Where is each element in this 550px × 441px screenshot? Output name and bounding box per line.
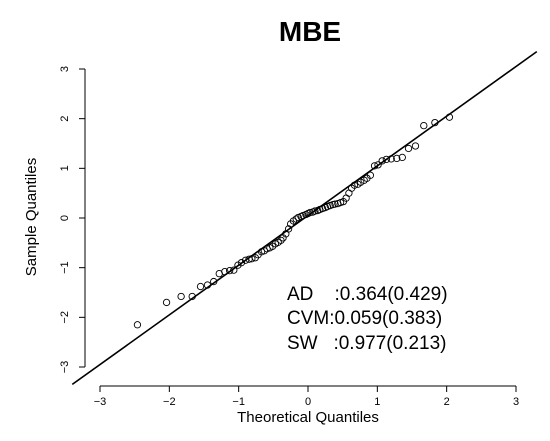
data-point — [331, 200, 339, 208]
stat-cvm: CVM:0.059(0.383) — [287, 308, 442, 329]
y-tick-label: 2 — [59, 116, 71, 122]
reference-line — [71, 50, 538, 386]
data-point — [382, 155, 390, 164]
data-point — [378, 157, 386, 165]
data-point — [306, 208, 314, 217]
data-point — [374, 161, 382, 169]
x-tick-label: −1 — [232, 396, 245, 408]
data-point — [237, 259, 246, 267]
x-tick-label: −2 — [163, 396, 176, 408]
data-point — [277, 236, 285, 245]
x-axis-ticks: −3 −2 −1 0 1 2 3 — [94, 386, 519, 408]
data-point — [387, 155, 395, 163]
data-point — [210, 277, 218, 286]
x-axis-label: Theoretical Quantiles — [237, 409, 379, 426]
data-point — [431, 118, 439, 127]
data-point — [248, 255, 256, 263]
y-tick-label: −2 — [59, 311, 71, 324]
y-tick-label: −3 — [59, 361, 71, 374]
data-point — [357, 178, 365, 186]
data-point — [196, 282, 205, 291]
data-point — [393, 154, 401, 163]
data-point — [133, 321, 142, 329]
sample-points — [133, 113, 454, 329]
data-point — [284, 225, 293, 233]
data-point — [370, 162, 379, 170]
data-point — [226, 266, 234, 275]
y-axis-ticks: −3 −2 −1 0 1 2 3 — [59, 66, 85, 373]
x-tick-label: 2 — [444, 396, 450, 408]
stat-ad: AD :0.364(0.429) — [287, 284, 448, 305]
y-axis-label: Sample Quantiles — [23, 158, 40, 276]
stat-sw: SW :0.977(0.213) — [287, 333, 446, 354]
data-point — [311, 207, 319, 215]
data-point — [445, 113, 454, 121]
data-point — [162, 298, 171, 307]
y-tick-label: 0 — [59, 215, 71, 221]
y-tick-label: 1 — [59, 165, 71, 171]
x-tick-label: 0 — [305, 396, 311, 408]
data-point — [203, 281, 212, 289]
y-tick-label: −1 — [59, 261, 71, 274]
x-tick-label: 1 — [374, 396, 380, 408]
data-point — [350, 181, 359, 189]
data-point — [177, 292, 185, 301]
data-point — [221, 267, 229, 276]
x-tick-label: 3 — [513, 396, 519, 408]
data-point — [230, 266, 238, 274]
x-tick-label: −3 — [94, 396, 107, 408]
chart-title: MBE — [279, 16, 341, 47]
data-point — [411, 142, 420, 150]
data-point — [404, 144, 413, 153]
data-point — [420, 121, 428, 130]
data-point — [366, 171, 375, 179]
y-tick-label: 3 — [59, 66, 71, 72]
data-point — [188, 292, 196, 301]
data-point — [398, 153, 406, 162]
